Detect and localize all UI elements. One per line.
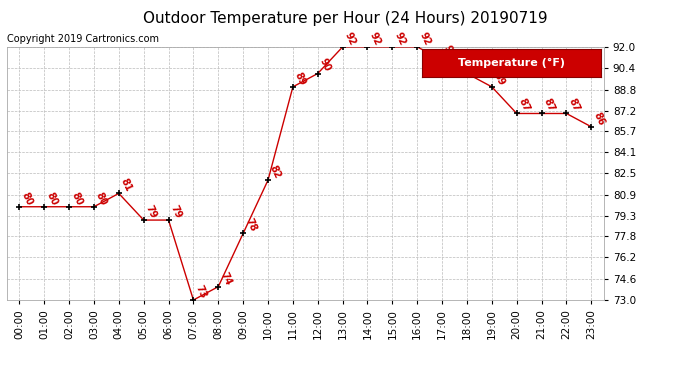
Text: 79: 79 xyxy=(168,204,184,220)
Text: 73: 73 xyxy=(193,284,208,300)
Text: 79: 79 xyxy=(144,204,159,220)
Text: Outdoor Temperature per Hour (24 Hours) 20190719: Outdoor Temperature per Hour (24 Hours) … xyxy=(143,11,547,26)
Text: 90: 90 xyxy=(318,57,333,74)
Text: 90: 90 xyxy=(467,57,482,74)
Text: 89: 89 xyxy=(293,70,308,87)
Text: 92: 92 xyxy=(368,30,382,47)
Text: 81: 81 xyxy=(119,177,134,194)
Text: 78: 78 xyxy=(243,217,258,233)
Text: 80: 80 xyxy=(94,190,109,207)
Text: 92: 92 xyxy=(393,30,407,47)
Text: 91: 91 xyxy=(442,44,457,60)
Text: 92: 92 xyxy=(343,30,357,47)
Text: 92: 92 xyxy=(417,30,432,47)
Text: 80: 80 xyxy=(19,190,34,207)
Text: 87: 87 xyxy=(517,97,531,114)
Text: Copyright 2019 Cartronics.com: Copyright 2019 Cartronics.com xyxy=(7,34,159,44)
Text: 80: 80 xyxy=(44,190,59,207)
Text: 74: 74 xyxy=(218,270,233,286)
Text: 80: 80 xyxy=(69,190,84,207)
Text: 87: 87 xyxy=(566,97,581,114)
Text: 82: 82 xyxy=(268,164,283,180)
Text: 89: 89 xyxy=(492,70,506,87)
Text: 86: 86 xyxy=(591,110,606,127)
Text: 87: 87 xyxy=(542,97,556,114)
